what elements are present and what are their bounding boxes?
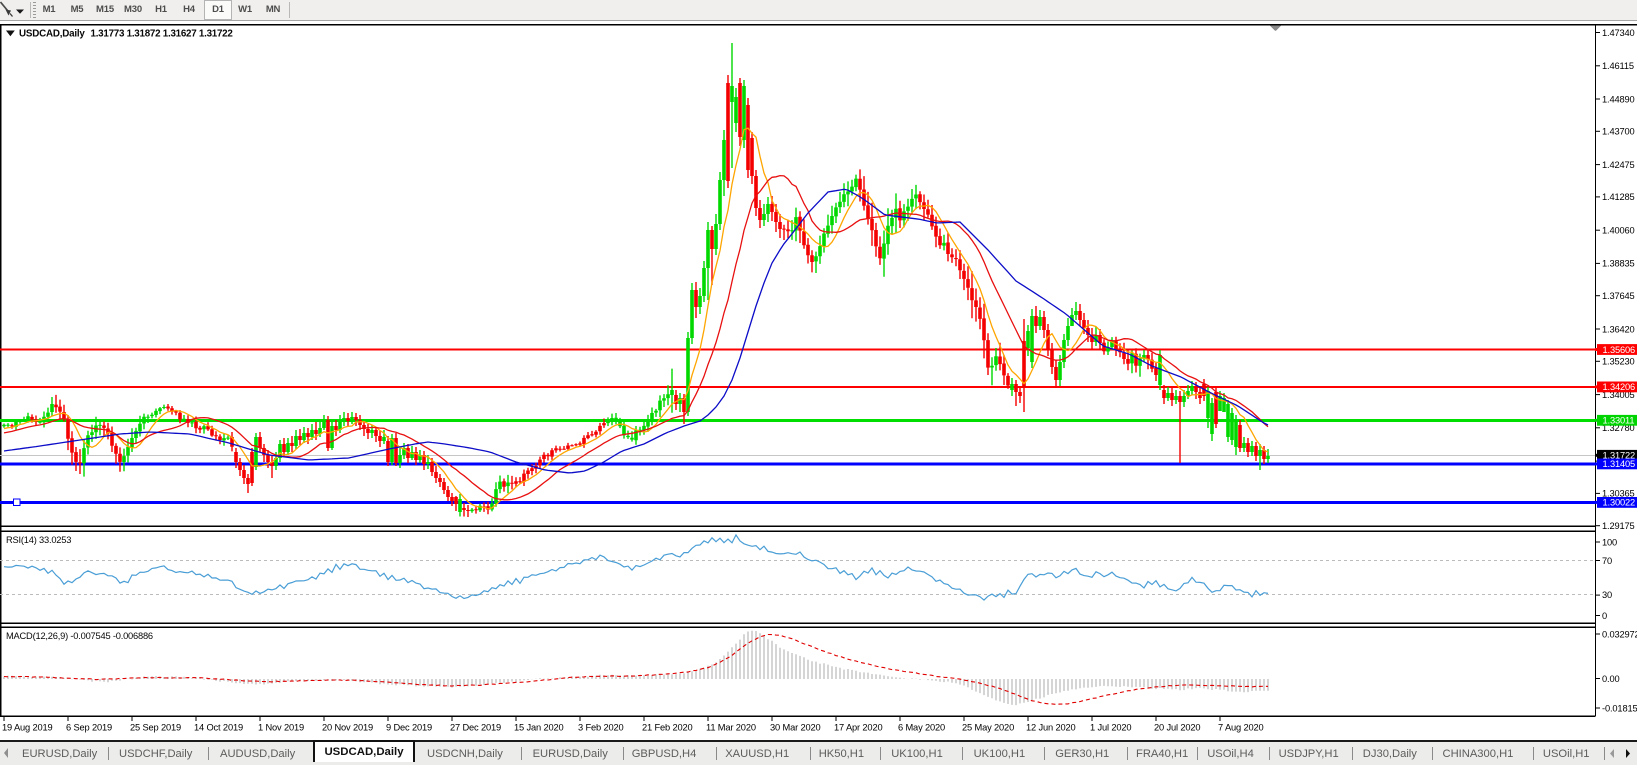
svg-text:6 Sep 2019: 6 Sep 2019 <box>66 723 112 733</box>
svg-text:1.42475: 1.42475 <box>1602 160 1635 170</box>
svg-text:1.36420: 1.36420 <box>1602 324 1635 334</box>
svg-text:1.46115: 1.46115 <box>1602 61 1634 71</box>
svg-text:1.35606: 1.35606 <box>1603 345 1636 355</box>
svg-text:17 Apr 2020: 17 Apr 2020 <box>834 723 883 733</box>
svg-text:1.30365: 1.30365 <box>1602 489 1635 499</box>
svg-text:1 Nov 2019: 1 Nov 2019 <box>258 723 304 733</box>
svg-text:1.31722: 1.31722 <box>1603 451 1636 461</box>
svg-text:1.34206: 1.34206 <box>1603 382 1636 392</box>
svg-text:11 Mar 2020: 11 Mar 2020 <box>706 723 756 733</box>
svg-text:0.00: 0.00 <box>1602 674 1620 684</box>
svg-text:-0.018154: -0.018154 <box>1602 703 1637 713</box>
svg-text:1.34005: 1.34005 <box>1602 390 1635 400</box>
svg-text:RSI(14) 33.0253: RSI(14) 33.0253 <box>6 535 71 545</box>
svg-text:1.44890: 1.44890 <box>1602 94 1635 104</box>
svg-text:1.31773 1.31872 1.31627 1.3172: 1.31773 1.31872 1.31627 1.31722 <box>91 29 234 40</box>
svg-text:1.38835: 1.38835 <box>1602 259 1635 269</box>
svg-text:27 Dec 2019: 27 Dec 2019 <box>450 723 501 733</box>
svg-text:1.43700: 1.43700 <box>1602 127 1635 137</box>
svg-text:1.47340: 1.47340 <box>1602 28 1635 38</box>
svg-text:1.35230: 1.35230 <box>1602 357 1635 367</box>
svg-text:70: 70 <box>1602 556 1612 566</box>
svg-text:1.41285: 1.41285 <box>1602 192 1635 202</box>
svg-text:9 Dec 2019: 9 Dec 2019 <box>386 723 432 733</box>
svg-text:USDCAD,Daily: USDCAD,Daily <box>19 29 85 40</box>
svg-text:1.33011: 1.33011 <box>1603 416 1635 426</box>
svg-text:14 Oct 2019: 14 Oct 2019 <box>194 723 243 733</box>
svg-text:19 Aug 2019: 19 Aug 2019 <box>2 723 53 733</box>
svg-text:6 May 2020: 6 May 2020 <box>898 723 945 733</box>
svg-text:20 Nov 2019: 20 Nov 2019 <box>322 723 373 733</box>
svg-text:1 Jul 2020: 1 Jul 2020 <box>1090 723 1131 733</box>
svg-text:3 Feb 2020: 3 Feb 2020 <box>578 723 624 733</box>
svg-text:100: 100 <box>1602 537 1617 547</box>
svg-text:30: 30 <box>1602 590 1612 600</box>
svg-text:21 Feb 2020: 21 Feb 2020 <box>642 723 693 733</box>
svg-text:25 May 2020: 25 May 2020 <box>962 723 1014 733</box>
svg-text:1.37645: 1.37645 <box>1602 291 1635 301</box>
svg-text:1.29175: 1.29175 <box>1602 521 1635 531</box>
svg-text:1.40060: 1.40060 <box>1602 226 1635 236</box>
svg-text:20 Jul 2020: 20 Jul 2020 <box>1154 723 1200 733</box>
svg-text:0: 0 <box>1602 611 1607 621</box>
svg-text:30 Mar 2020: 30 Mar 2020 <box>770 723 821 733</box>
svg-text:7 Aug 2020: 7 Aug 2020 <box>1218 723 1264 733</box>
svg-text:15 Jan 2020: 15 Jan 2020 <box>514 723 564 733</box>
svg-text:25 Sep 2019: 25 Sep 2019 <box>130 723 181 733</box>
svg-text:12 Jun 2020: 12 Jun 2020 <box>1026 723 1076 733</box>
svg-text:0.032972: 0.032972 <box>1602 629 1637 639</box>
svg-text:1.31405: 1.31405 <box>1603 459 1636 469</box>
svg-text:1.32780: 1.32780 <box>1602 423 1635 433</box>
svg-text:MACD(12,26,9) -0.007545 -0.006: MACD(12,26,9) -0.007545 -0.006886 <box>6 631 153 641</box>
svg-text:1.30022: 1.30022 <box>1603 498 1636 508</box>
